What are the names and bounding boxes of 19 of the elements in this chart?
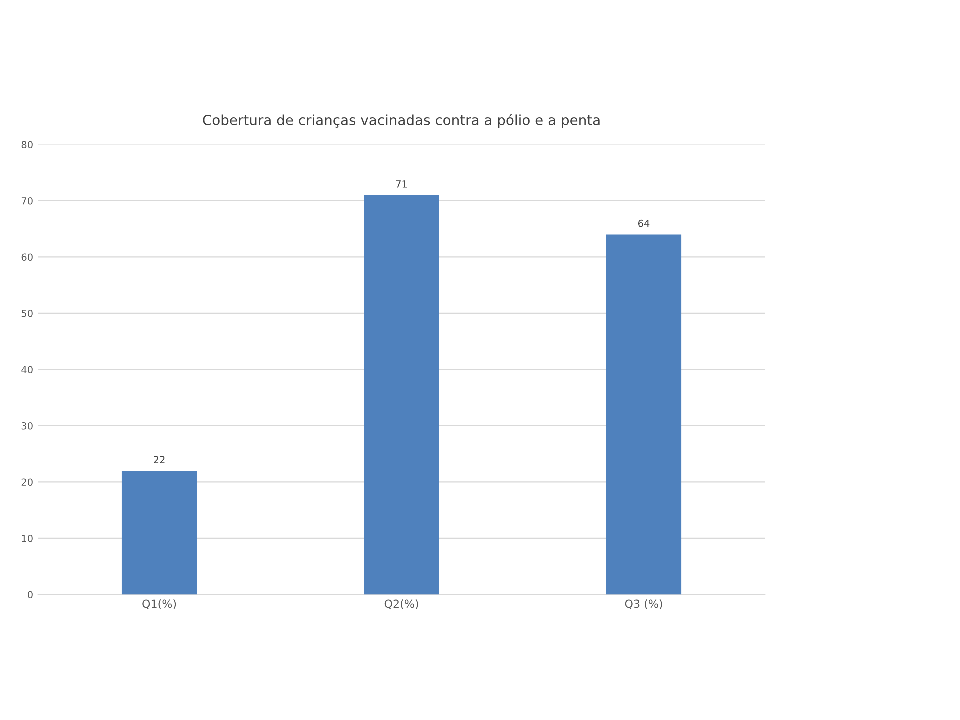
y-tick-label: 50 [22, 310, 33, 318]
y-tick-label: 30 [22, 422, 33, 430]
bar [122, 470, 198, 595]
y-tick-label: 70 [22, 197, 33, 205]
y-tick-label: 40 [22, 366, 33, 374]
y-tick-label: 80 [22, 141, 33, 149]
bar [606, 234, 682, 595]
bar [364, 195, 440, 595]
data-label: 64 [638, 220, 650, 228]
y-tick-label: 10 [22, 534, 33, 542]
chart-title: Cobertura de crianças vacinadas contra a pólio e a penta [203, 114, 600, 128]
data-label: 71 [396, 180, 408, 188]
y-tick-label: 20 [22, 478, 33, 486]
x-tick-label: Q3 (%) [625, 600, 662, 610]
x-tick-label: Q2(%) [384, 600, 418, 610]
data-label: 22 [154, 456, 165, 464]
x-tick-label: Q1(%) [142, 600, 176, 610]
y-tick-label: 60 [22, 254, 33, 262]
y-tick-label: 0 [28, 591, 33, 599]
